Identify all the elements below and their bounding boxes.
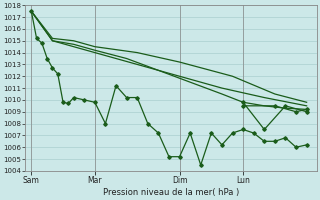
X-axis label: Pression niveau de la mer( hPa ): Pression niveau de la mer( hPa ) — [103, 188, 239, 197]
